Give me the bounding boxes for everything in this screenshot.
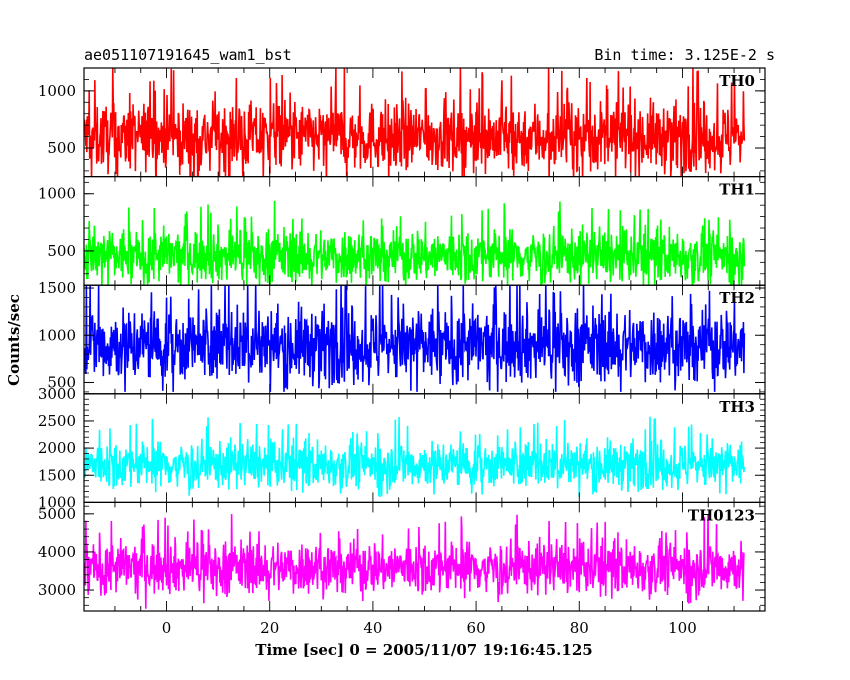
- panel-label-th3: TH3: [719, 398, 755, 416]
- ytick-label-th0-1000: 1000: [38, 82, 76, 100]
- ytick-label-th3-2500: 2500: [38, 412, 76, 430]
- panel-label-th1: TH1: [719, 181, 755, 199]
- series-th0: [84, 68, 746, 177]
- series-th3: [84, 416, 746, 498]
- ytick-label-th3-1000: 1000: [38, 493, 76, 511]
- ytick-label-th0123-5000: 5000: [38, 505, 76, 523]
- chart-title-right: Bin time: 3.125E-2 s: [594, 46, 775, 64]
- xtick-label-80: 80: [570, 619, 589, 637]
- ytick-label-th2-500: 500: [47, 373, 76, 391]
- panel-label-th0: TH0: [719, 72, 755, 90]
- panels: 500 1000 TH0 500 1000 TH1 500 1000 1500 TH2 1000 15…: [38, 67, 766, 612]
- x-axis-label: Time [sec] 0 = 2005/11/07 19:16:45.125: [255, 641, 592, 659]
- ytick-label-th1-1000: 1000: [38, 185, 76, 203]
- chart-title-left: ae051107191645_wam1_bst: [84, 46, 292, 64]
- ytick-label-th2-1500: 1500: [38, 279, 76, 297]
- xtick-label-0: 0: [162, 619, 172, 637]
- ytick-label-th0123-3000: 3000: [38, 581, 76, 599]
- xtick-label-100: 100: [668, 619, 697, 637]
- y-axis-label: Counts/sec: [5, 294, 23, 386]
- panel-th0: 500 1000 TH0: [38, 67, 766, 178]
- panel-th1: 500 1000 TH1: [38, 176, 766, 286]
- panel-th0123: 3000 4000 5000 TH0123: [38, 501, 766, 612]
- series-th0123: [84, 514, 745, 609]
- xtick-label-20: 20: [260, 619, 279, 637]
- xtick-label-60: 60: [467, 619, 486, 637]
- ytick-label-th0123-4000: 4000: [38, 543, 76, 561]
- series-th2: [84, 285, 746, 392]
- series-th1: [84, 200, 746, 286]
- ytick-label-th3-1500: 1500: [38, 466, 76, 484]
- ytick-label-th2-1000: 1000: [38, 326, 76, 344]
- ytick-label-th0-500: 500: [47, 139, 76, 157]
- xtick-label-40: 40: [363, 619, 382, 637]
- panel-th3: 1000 1500 2000 2500 3000 TH3: [38, 385, 766, 511]
- ytick-label-th1-500: 500: [47, 242, 76, 260]
- ytick-label-th3-3000: 3000: [38, 385, 76, 403]
- panel-label-th0123: TH0123: [688, 506, 755, 524]
- ytick-label-th3-2000: 2000: [38, 439, 76, 457]
- panel-label-th2: TH2: [719, 289, 755, 307]
- panel-th2: 500 1000 1500 TH2: [38, 279, 766, 395]
- x-axis: 0 20 40 60 80 100: [162, 619, 697, 637]
